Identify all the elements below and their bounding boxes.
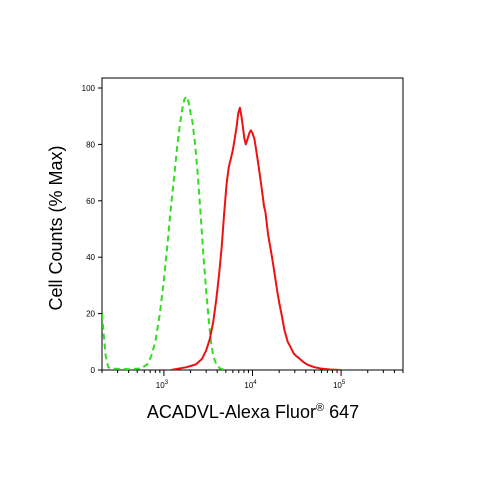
y-axis-label: Cell Counts (% Max) — [46, 145, 66, 310]
y-tick-label-80: 80 — [86, 140, 95, 149]
series-layer — [102, 95, 342, 370]
y-tick-label-40: 40 — [86, 253, 95, 262]
x-tick-label-10-5: 105 — [333, 380, 346, 390]
y-axis: 0 20 40 60 80 100 — [82, 84, 102, 375]
plot-area — [101, 77, 404, 371]
y-tick-label-0: 0 — [91, 366, 96, 375]
x-tick-label-10-4: 104 — [244, 380, 257, 390]
x-axis-label-main: ACADVL-Alexa Fluor — [147, 402, 316, 422]
x-tick-label-10-3: 103 — [156, 380, 169, 390]
plot-frame — [101, 77, 404, 371]
series-line-2 — [170, 106, 342, 370]
x-axis-label-registered-mark: ® — [316, 402, 324, 414]
y-tick-label-100: 100 — [82, 84, 96, 93]
x-axis-label-suffix: 647 — [324, 402, 359, 422]
x-axis: 103 104 105 — [101, 370, 404, 390]
y-tick-label-60: 60 — [86, 197, 95, 206]
series-line-1 — [102, 95, 227, 370]
y-tick-label-20: 20 — [86, 310, 95, 319]
x-axis-label: ACADVL-Alexa Fluor® 647 — [147, 402, 359, 422]
